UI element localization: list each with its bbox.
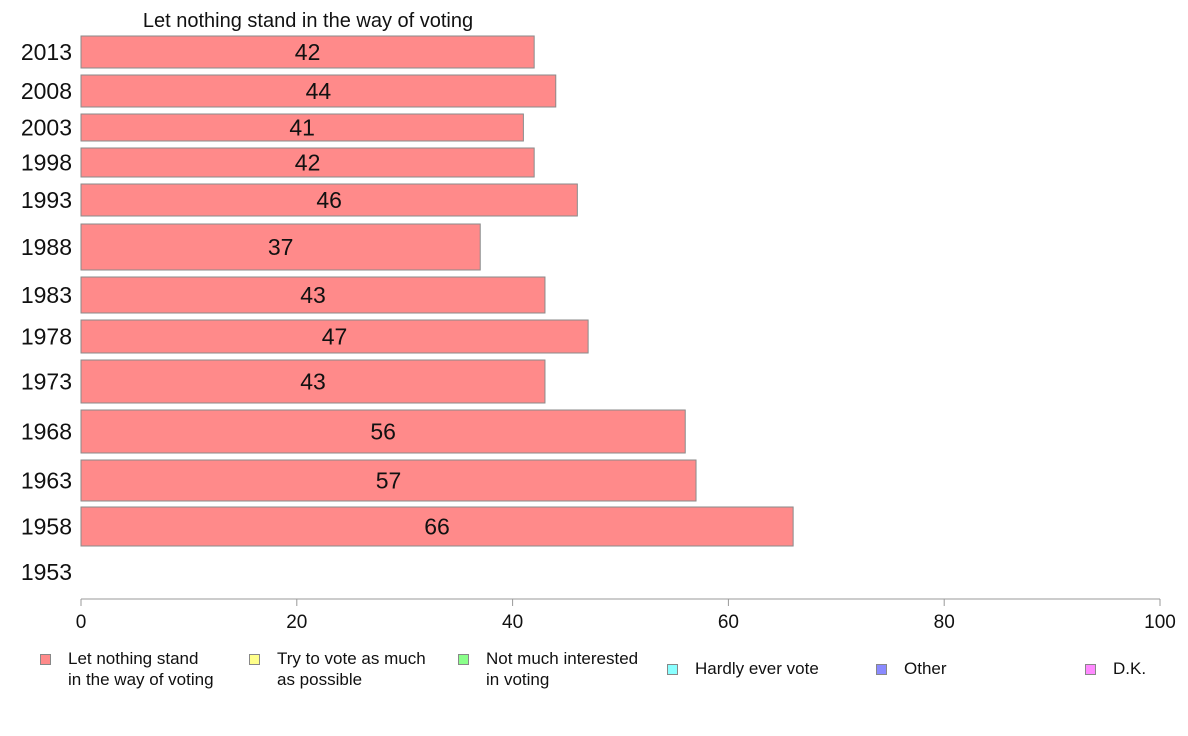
bar-value-label-2003: 41 [289,115,315,141]
bar-value-label-2013: 42 [295,39,321,65]
x-tick-label-0: 0 [76,612,87,633]
bar-value-label-1988: 37 [268,234,294,260]
x-tick-label-100: 100 [1144,612,1176,633]
y-label-1963: 1963 [21,468,72,494]
x-tick-label-20: 20 [286,612,307,633]
y-label-1958: 1958 [21,514,72,540]
legend-label-2: Not much interested in voting [486,649,639,689]
legend-swatch-0 [40,654,51,665]
bar-value-label-1958: 66 [424,514,450,540]
legend-label-1: Try to vote as much as possible [277,649,426,689]
chart: Let nothing stand in the way of voting 4… [21,10,1176,633]
y-label-2008: 2008 [21,78,72,104]
y-label-1998: 1998 [21,150,72,176]
bar-value-label-1968: 56 [370,419,396,445]
y-axis-labels: 2013 2008 2003 1998 1993 1988 1983 1978 1973 1968… [21,39,72,585]
legend: Let nothing stand in the way of voting T… [0,648,1188,708]
y-label-1978: 1978 [21,324,72,350]
legend-item-4: Other [876,658,947,679]
bar-2003 [80,113,524,142]
legend-label-3: Hardly ever vote [695,659,819,678]
x-tick-label-60: 60 [718,612,739,633]
y-label-1983: 1983 [21,282,72,308]
bar-1978 [80,319,589,354]
bar-value-label-1983: 43 [300,282,326,308]
bar-value-label-1998: 42 [295,150,321,176]
y-label-1988: 1988 [21,234,72,260]
y-label-1968: 1968 [21,419,72,445]
bar-1993 [80,183,578,217]
legend-item-5: D.K. [1085,658,1146,679]
bar-1958 [80,506,794,547]
y-label-1953: 1953 [21,559,72,585]
bar-value-label-1973: 43 [300,369,326,395]
bar-1963 [80,459,697,502]
legend-label-4: Other [904,659,947,678]
x-tick-label-40: 40 [502,612,523,633]
legend-swatch-1 [249,654,260,665]
bar-1998 [80,147,535,178]
legend-swatch-3 [667,664,678,675]
legend-item-0: Let nothing stand in the way of voting [40,648,214,690]
bar-1973 [80,359,546,404]
bar-1988 [80,223,481,271]
legend-item-1: Try to vote as much as possible [249,648,426,690]
legend-label-5: D.K. [1113,659,1147,678]
chart-title: Let nothing stand in the way of voting [143,10,473,32]
legend-label-0: Let nothing stand in the way of voting [68,649,214,689]
bar-value-label-1978: 47 [322,324,348,350]
y-label-2003: 2003 [21,115,72,141]
legend-swatch-5 [1085,664,1096,675]
legend-item-3: Hardly ever vote [667,658,819,679]
bar-value-label-1963: 57 [376,468,402,494]
y-label-2013: 2013 [21,39,72,65]
bar-1968 [80,409,686,454]
x-axis: 0 20 40 60 80 100 [76,598,1176,633]
bar-value-label-1993: 46 [316,187,342,213]
legend-swatch-4 [876,664,887,675]
y-label-1973: 1973 [21,369,72,395]
y-label-1993: 1993 [21,187,72,213]
legend-item-2: Not much interested in voting [458,648,638,690]
bar-2013 [80,35,535,69]
bar-2008 [80,74,557,108]
legend-swatch-2 [458,654,469,665]
x-tick-label-80: 80 [934,612,955,633]
bar-1983 [80,276,546,314]
bar-value-label-2008: 44 [306,78,332,104]
